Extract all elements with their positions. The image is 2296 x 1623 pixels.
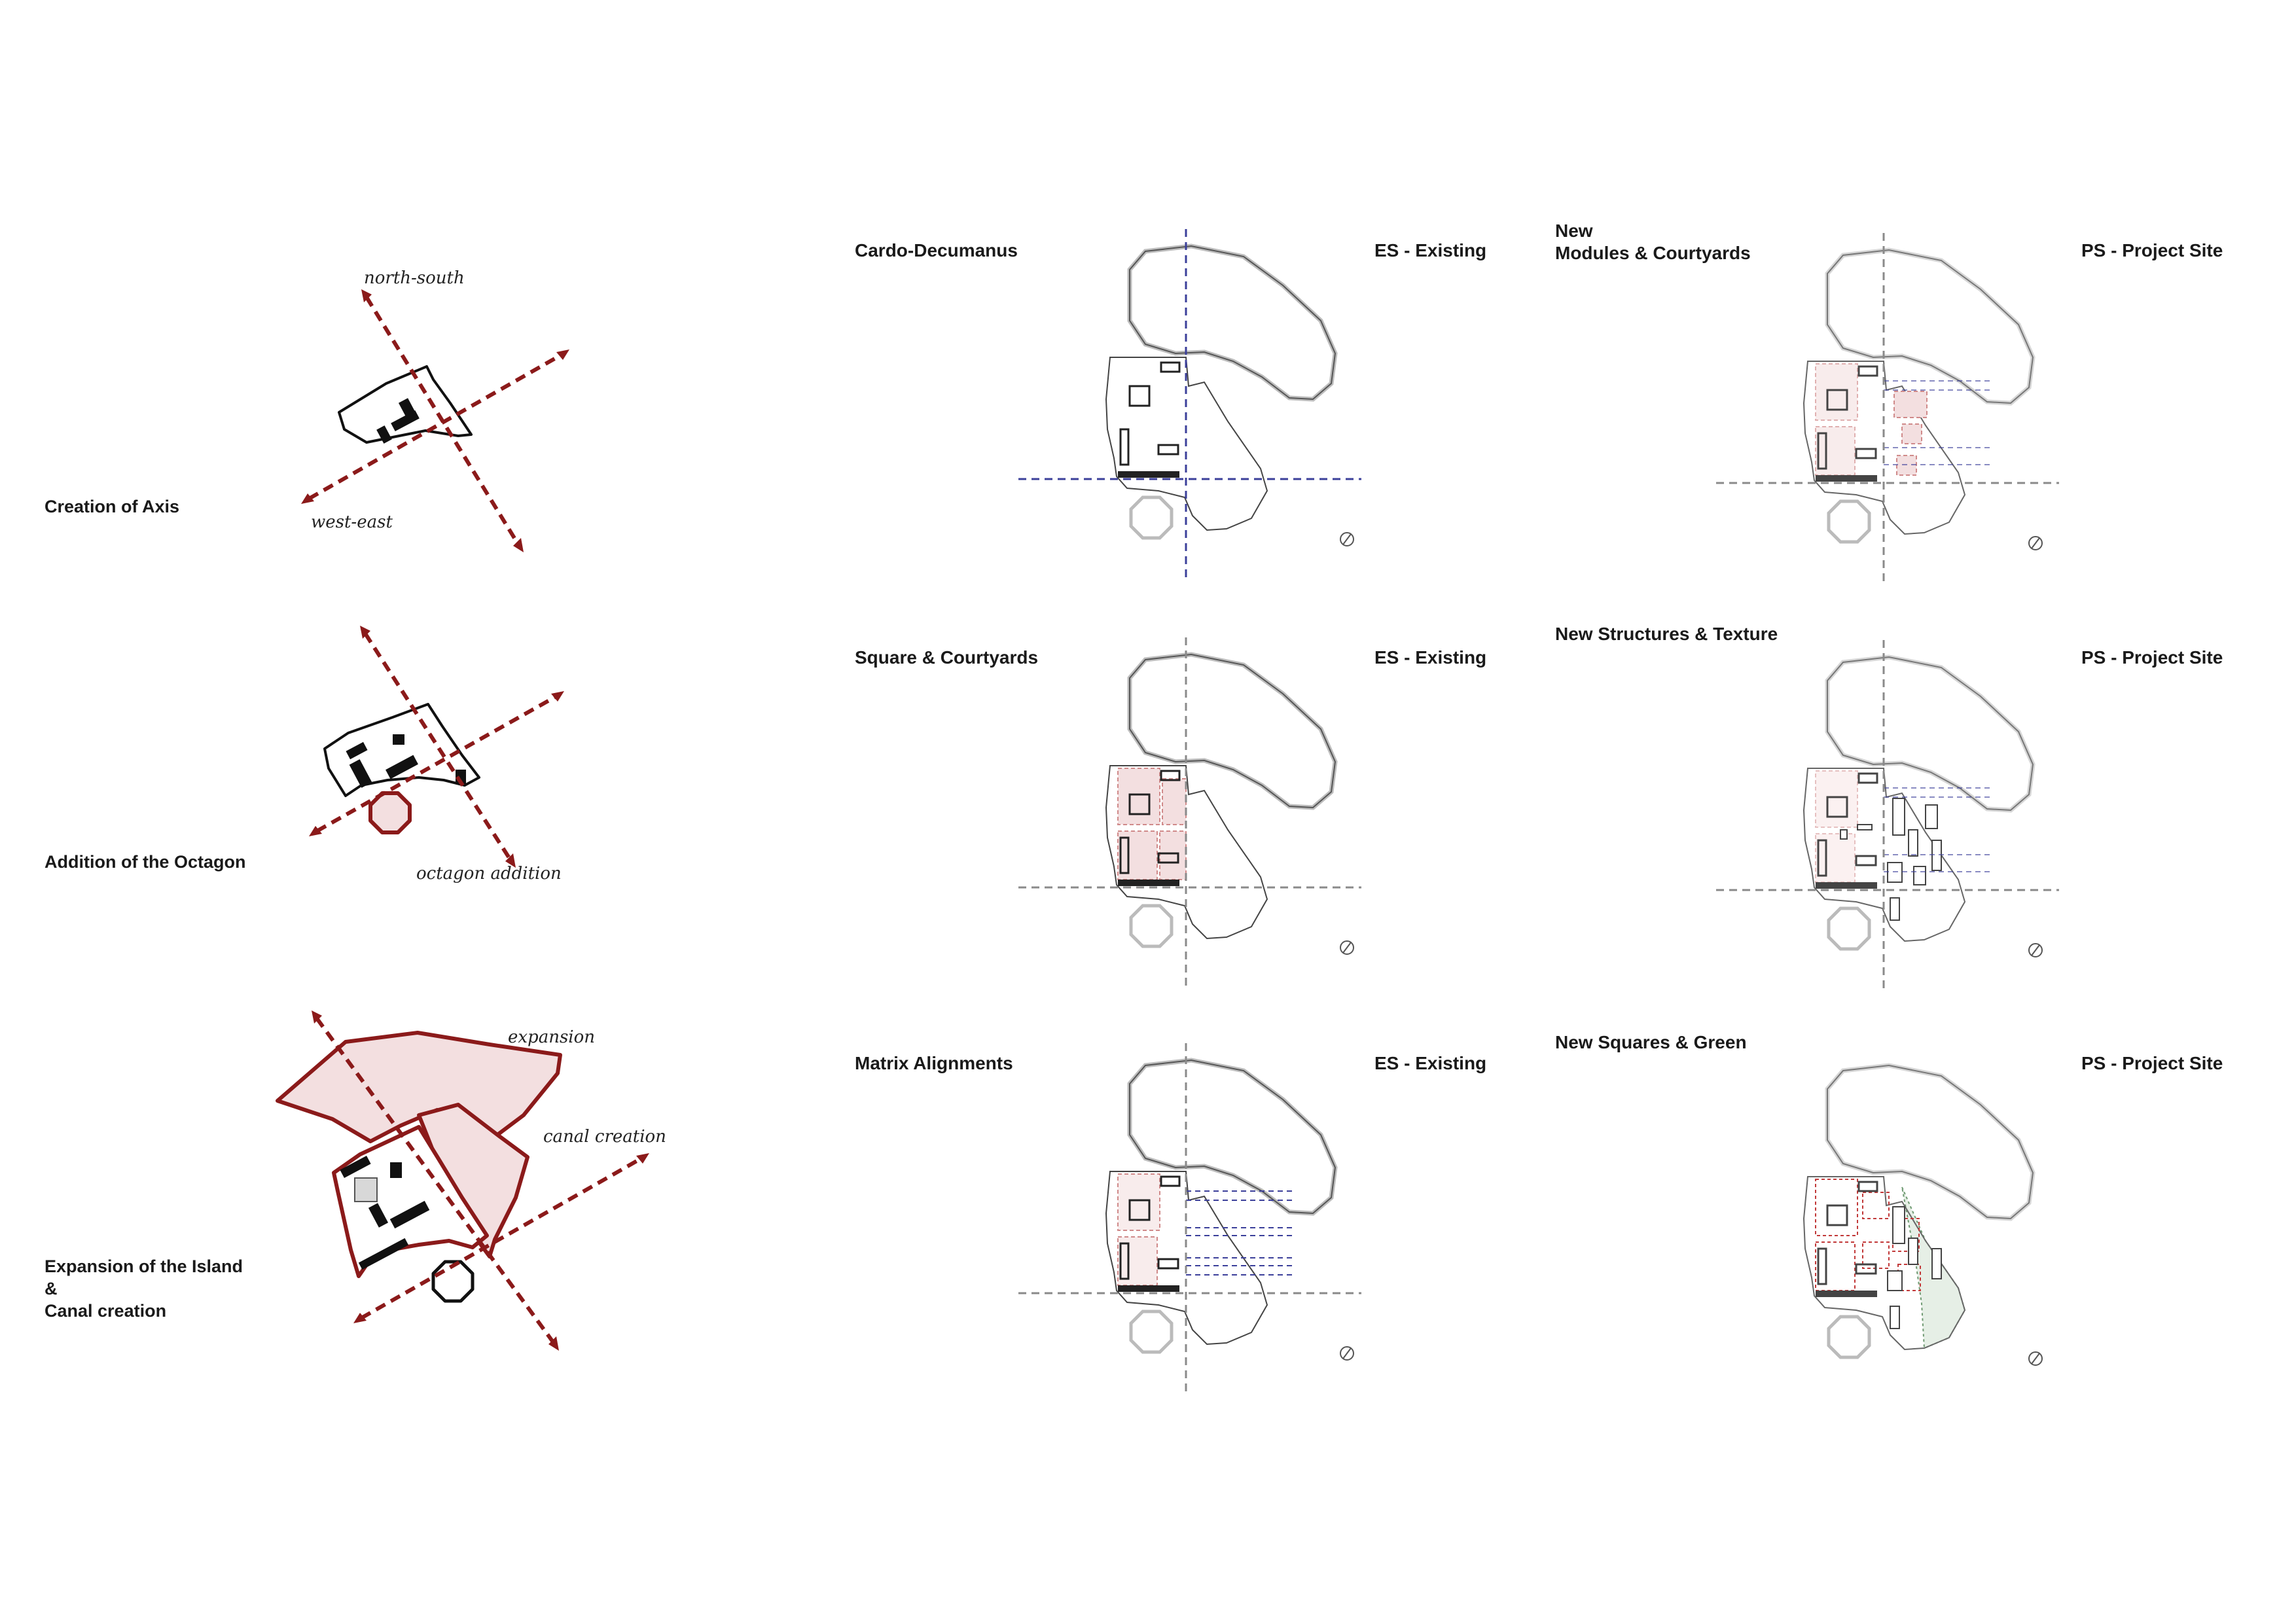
panel-title-line: New xyxy=(1555,221,1593,241)
courtyard-zone xyxy=(1159,830,1187,880)
building-block xyxy=(349,759,372,788)
island-outline xyxy=(1105,357,1268,531)
courtyard-zone xyxy=(1117,768,1160,825)
site-tag-es: ES - Existing Site xyxy=(1374,240,1488,260)
building-block xyxy=(1128,385,1151,407)
arrowhead xyxy=(361,289,372,302)
arrowhead xyxy=(312,1010,322,1024)
north-arrow-icon xyxy=(1340,1346,1354,1361)
row-label-expansion: Expansion of the Island & Canal creation xyxy=(45,1255,243,1322)
expansion-diagram xyxy=(276,1010,649,1351)
panel-title-new-squares-green: New Squares & Green xyxy=(1555,1032,1747,1052)
site-tag-ps: PS - Project Site xyxy=(2081,1053,2223,1073)
annotation-north-south: north-south xyxy=(364,268,465,288)
arrowhead xyxy=(551,691,564,702)
building-block xyxy=(340,1156,371,1178)
panel-title-square-courtyards: Square & Courtyards xyxy=(855,647,1039,668)
north-south-axis xyxy=(363,632,512,861)
north-arrow-icon xyxy=(2028,1351,2043,1366)
alignment-lines xyxy=(1186,1190,1296,1275)
north-lobe-inner xyxy=(1129,245,1336,401)
row-label-addition-of-octagon: Addition of the Octagon xyxy=(45,852,246,872)
north-arrow-icon xyxy=(1340,940,1354,955)
west-east-axis xyxy=(360,1156,643,1320)
site-tag-ps: PS - Project Site xyxy=(2081,647,2223,668)
building-block xyxy=(398,398,419,423)
site-plan-cardo-decumanus xyxy=(1018,229,1361,582)
inner-courtyard xyxy=(354,1177,378,1202)
building-block xyxy=(390,1162,402,1178)
west-east-axis xyxy=(308,353,563,501)
building-block xyxy=(358,1238,409,1270)
arrowhead xyxy=(301,493,314,504)
row-label-line: & xyxy=(45,1279,58,1298)
arrowhead xyxy=(309,826,322,836)
west-east-axis xyxy=(315,694,558,833)
site-tag-es: ES - Existing Site xyxy=(1374,647,1488,668)
arrowhead xyxy=(353,1313,367,1323)
octagon xyxy=(368,791,412,834)
row-label-creation-of-axis: Creation of Axis xyxy=(45,497,180,516)
site-plan-new-structures xyxy=(1716,640,2059,993)
island-outline xyxy=(323,703,480,797)
arrowhead xyxy=(505,853,516,868)
site-plan-new-modules xyxy=(1716,233,2059,586)
building-block xyxy=(1118,471,1179,478)
building-block xyxy=(1160,361,1181,373)
new-module xyxy=(1893,391,1928,418)
arrowhead xyxy=(548,1336,559,1351)
row-label-line: Canal creation xyxy=(45,1301,167,1321)
north-arrow-icon xyxy=(2028,943,2043,957)
building-block xyxy=(1119,428,1130,466)
annotation-octagon-addition: octagon addition xyxy=(416,864,562,883)
site-plan-matrix-alignments xyxy=(1018,1043,1361,1397)
arrowhead xyxy=(556,349,569,360)
octagon xyxy=(1129,495,1174,540)
panel-title-matrix-alignments: Matrix Alignments xyxy=(855,1053,1013,1073)
new-module xyxy=(1901,423,1922,444)
north-arrow-icon xyxy=(2028,536,2043,550)
octagon-diagram xyxy=(309,626,564,868)
panel-title-cardo-decumanus: Cardo-Decumanus xyxy=(855,240,1018,260)
annotation-expansion: expansion xyxy=(508,1027,595,1047)
site-plan-new-squares-green xyxy=(1803,1063,2043,1366)
panel-title-new-structures: New Structures & Texture xyxy=(1555,624,1778,644)
panel-title-line: Modules & Courtyards xyxy=(1555,243,1751,263)
building-block xyxy=(393,734,404,745)
building-block xyxy=(389,1200,430,1229)
row-label-line: Expansion of the Island xyxy=(45,1257,243,1276)
building-block xyxy=(1157,444,1179,455)
courtyard-zone xyxy=(1162,778,1187,825)
north-arrow-icon xyxy=(1340,532,1354,546)
building-block xyxy=(386,755,418,779)
axis-diagram xyxy=(301,289,569,552)
annotation-canal-creation: canal creation xyxy=(543,1127,666,1147)
annotation-west-east: west-east xyxy=(311,512,393,532)
panel-title-new-modules: New Modules & Courtyards xyxy=(1555,220,1751,264)
building-block xyxy=(376,425,392,444)
north-lobe-outline xyxy=(1127,243,1338,402)
arrowhead xyxy=(636,1153,649,1164)
site-plan-square-courtyards xyxy=(1018,637,1361,991)
site-tag-ps: PS - Project Site xyxy=(2081,240,2223,260)
site-tag-es: ES - Existing Site xyxy=(1374,1053,1488,1073)
arrowhead xyxy=(360,626,370,639)
building-block xyxy=(368,1203,389,1228)
building-block xyxy=(346,741,368,760)
arrowhead xyxy=(513,538,524,552)
